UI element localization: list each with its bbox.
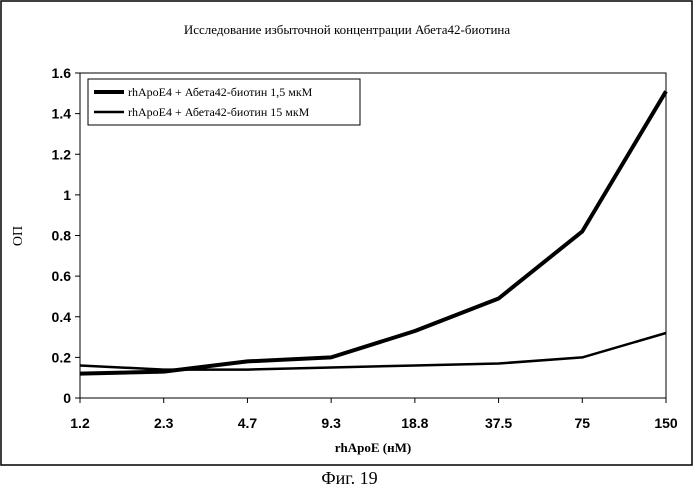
legend-entry: rhApoE4 + Абета42-биотин 1,5 мкМ — [128, 85, 313, 99]
x-tick-label: 150 — [654, 415, 678, 431]
y-tick-label: 1.4 — [52, 106, 72, 122]
chart-title: Исследование избыточной концентрации Абе… — [184, 22, 511, 37]
y-tick-label: 1 — [63, 187, 71, 203]
x-tick-label: 37.5 — [485, 415, 512, 431]
chart: Исследование избыточной концентрации Абе… — [0, 0, 699, 468]
y-tick-label: 0 — [63, 390, 71, 406]
x-axis-label: rhApoE (нМ) — [335, 440, 411, 455]
chart-frame — [1, 1, 692, 465]
y-axis-label: ОП — [11, 226, 26, 246]
y-tick-label: 0.8 — [52, 228, 72, 244]
x-tick-label: 18.8 — [401, 415, 428, 431]
y-tick-label: 1.6 — [52, 65, 72, 81]
x-tick-label: 2.3 — [154, 415, 174, 431]
y-tick-label: 0.6 — [52, 268, 72, 284]
y-tick-label: 0.2 — [52, 349, 72, 365]
y-tick-label: 1.2 — [52, 146, 72, 162]
y-tick-label: 0.4 — [52, 309, 72, 325]
x-tick-label: 1.2 — [70, 415, 90, 431]
x-tick-label: 4.7 — [238, 415, 258, 431]
legend-entry: rhApoE4 + Абета42-биотин 15 мкМ — [128, 105, 310, 119]
x-tick-label: 9.3 — [321, 415, 341, 431]
x-tick-label: 75 — [574, 415, 590, 431]
figure-caption: Фиг. 19 — [0, 468, 699, 489]
legend: rhApoE4 + Абета42-биотин 1,5 мкМ rhApoE4 … — [88, 79, 360, 125]
